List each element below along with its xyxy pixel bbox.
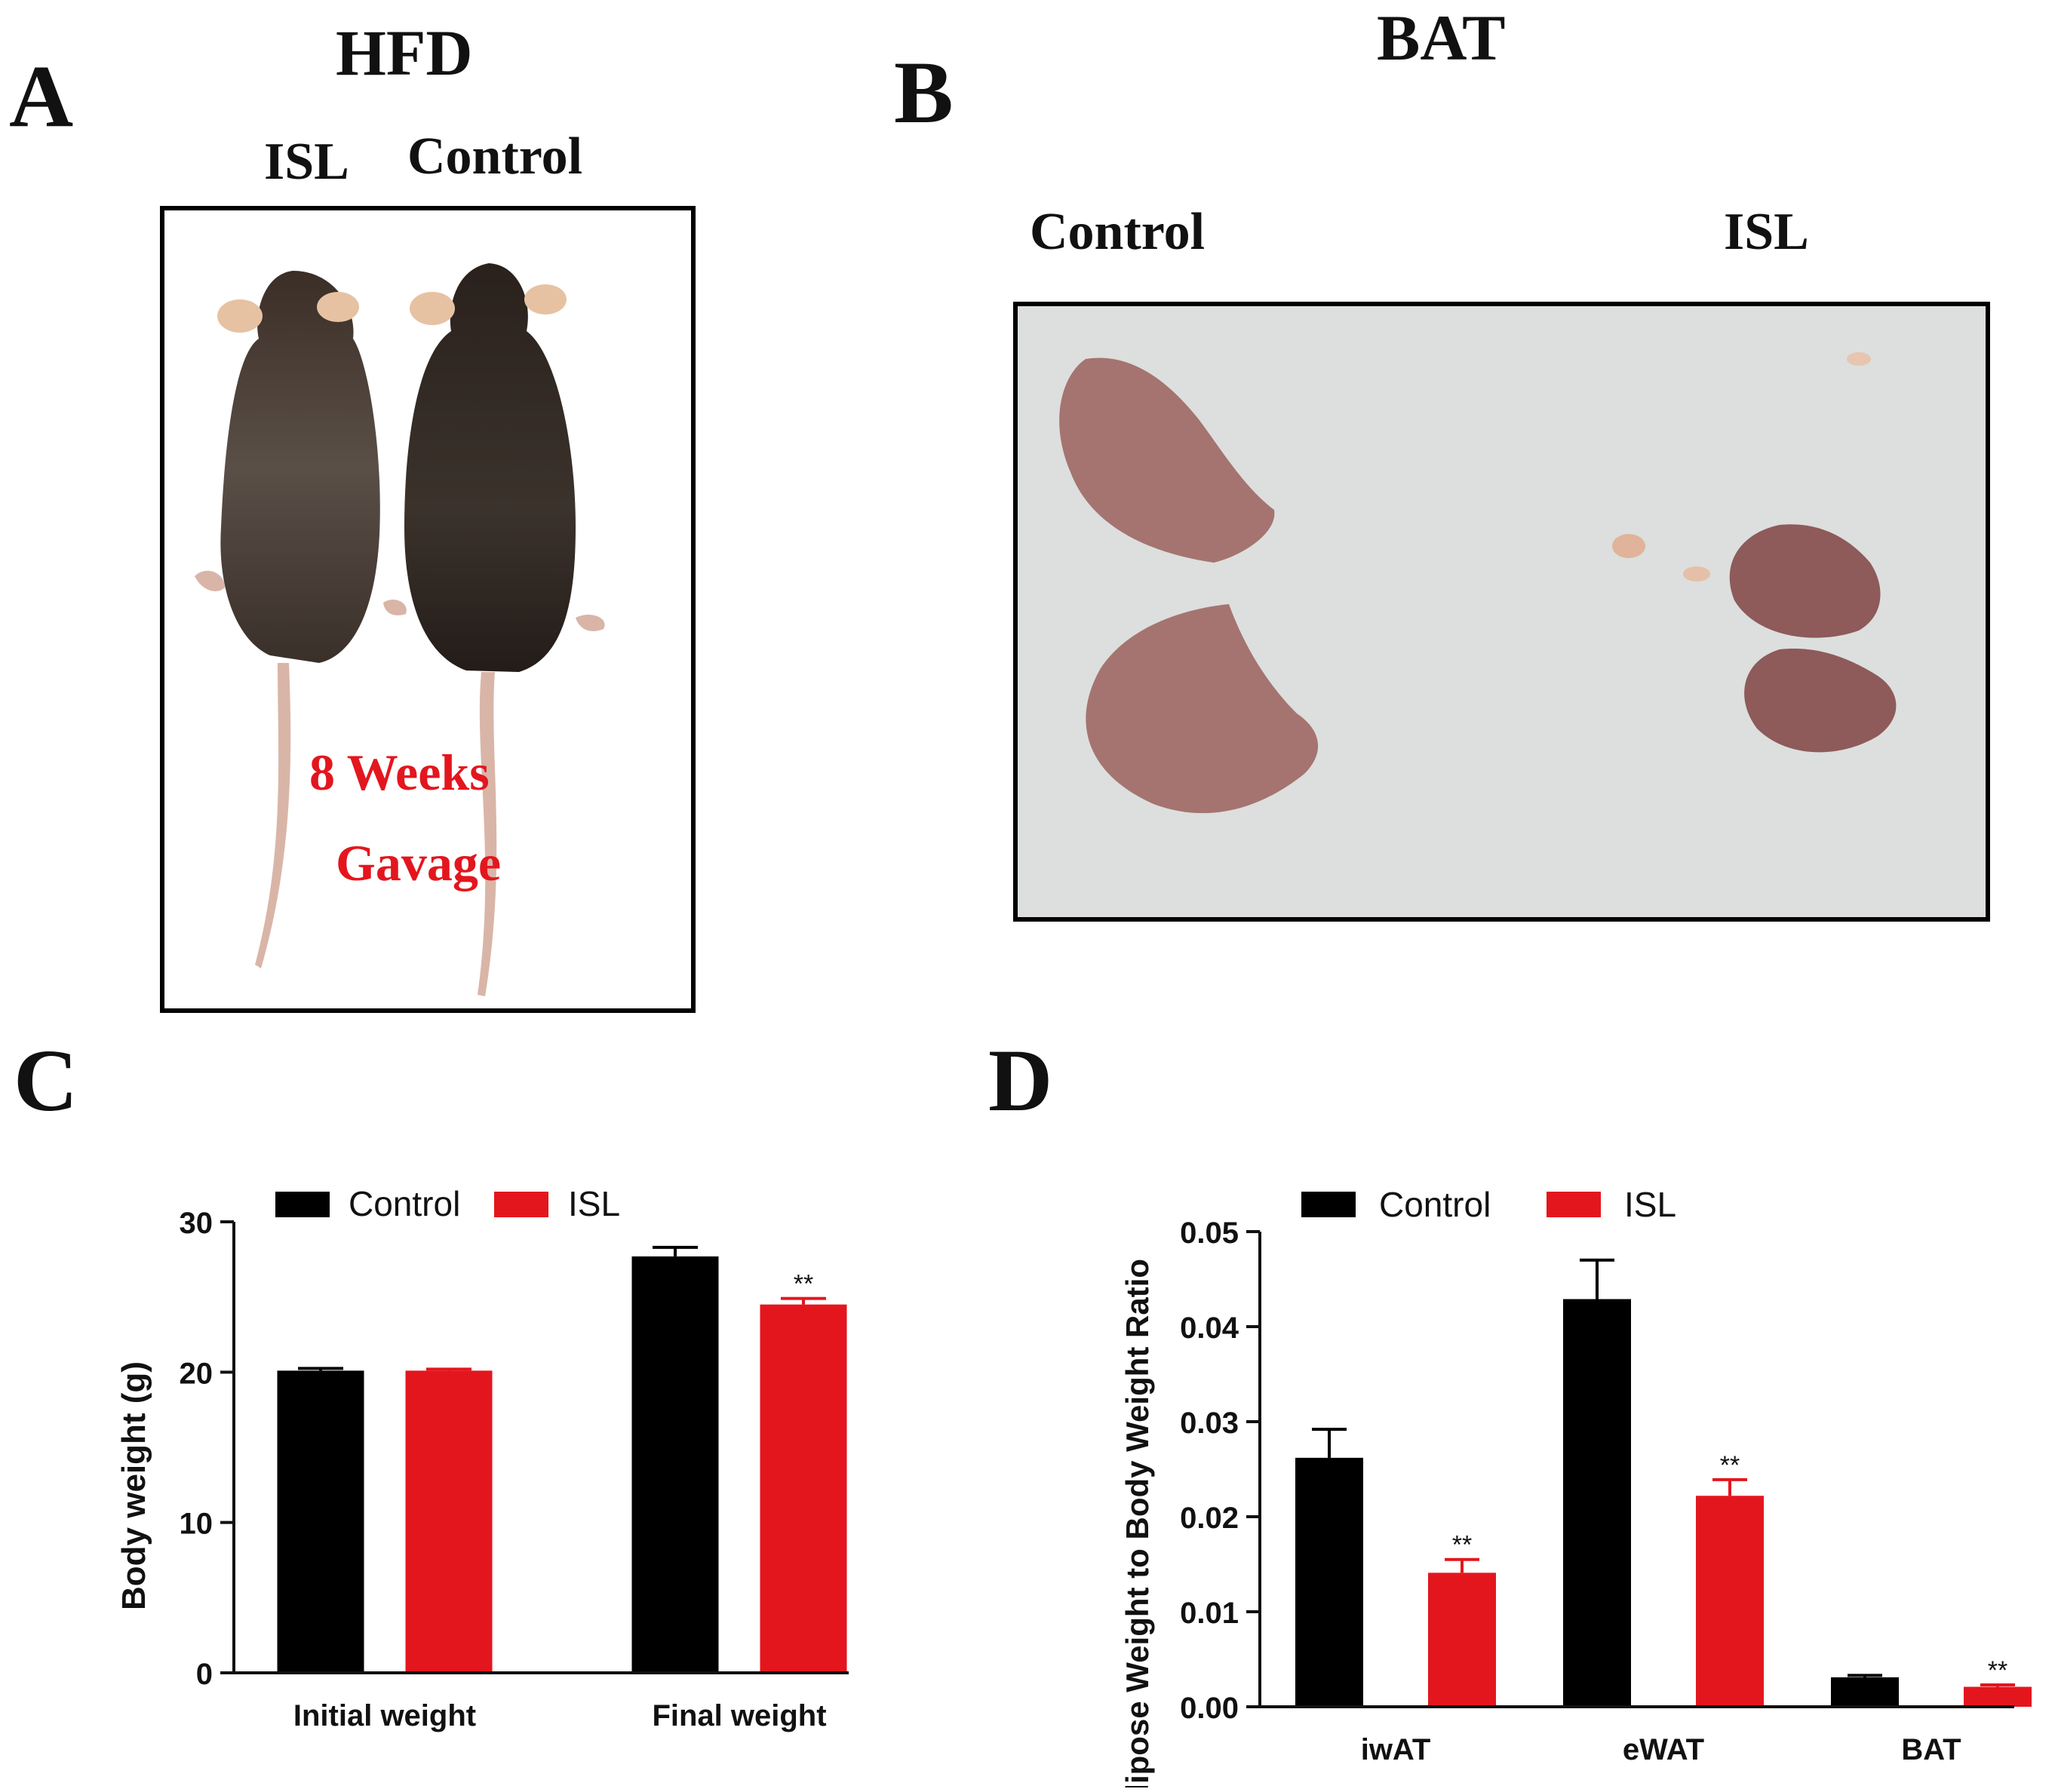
legend-swatch-isl — [1547, 1192, 1601, 1217]
panel-b-right-label: ISL — [1724, 203, 1809, 261]
legend-label-isl: ISL — [1624, 1185, 1676, 1224]
x-category-label: Initial weight — [293, 1699, 476, 1732]
bars: ** — [277, 1245, 847, 1673]
panel-b-title: BAT — [1377, 2, 1506, 74]
y-tick-label: 30 — [180, 1207, 213, 1240]
caption-line-2: Gavage — [336, 834, 502, 891]
legend-label-isl: ISL — [568, 1184, 620, 1223]
legend-swatch-control — [275, 1192, 330, 1217]
isl-tissue — [1729, 524, 1897, 753]
x-category-label: Final weight — [652, 1699, 826, 1732]
bat-tissue-illustration — [1018, 306, 1986, 917]
panel-a-title: HFD — [336, 17, 473, 89]
y-tick-label: 0.00 — [1180, 1692, 1239, 1725]
x-category-label: BAT — [1901, 1733, 1961, 1766]
y-tick-label: 0.02 — [1180, 1502, 1239, 1535]
legend-label-control: Control — [1379, 1185, 1491, 1224]
x-axis-labels: iwAT eWAT BAT — [1361, 1733, 1961, 1766]
legend-label-control: Control — [349, 1184, 460, 1223]
panel-a-left-label: ISL — [264, 133, 349, 191]
panel-b-left-label: Control — [1030, 203, 1206, 261]
panel-a-right-label: Control — [407, 127, 583, 186]
y-tick-label: 0.04 — [1180, 1312, 1239, 1345]
y-tick-label: 0.05 — [1180, 1217, 1239, 1250]
y-tick-label: 0 — [196, 1658, 213, 1691]
control-tissue — [1059, 357, 1319, 814]
isl-mouse — [195, 271, 407, 968]
bar-control-ewat — [1563, 1299, 1631, 1707]
caption-line-1: 8 Weeks — [309, 744, 490, 801]
bars: ** ** ** — [1295, 1258, 2032, 1707]
bar-control-bat — [1831, 1677, 1899, 1707]
legend: Control ISL — [1301, 1185, 1676, 1224]
y-tick-label: 10 — [180, 1508, 213, 1541]
adipose-ratio-chart: Control ISL Adipose Weight to Body Weigh… — [1120, 1185, 2032, 1787]
bar-isl-iwat — [1428, 1573, 1496, 1707]
y-tick-label: 0.01 — [1180, 1597, 1239, 1630]
bar-control-final-weight — [631, 1256, 719, 1673]
significance-marker: ** — [1988, 1656, 2007, 1685]
y-tick-label: 0.03 — [1180, 1407, 1239, 1440]
bar-control-initial-weight — [277, 1370, 364, 1673]
significance-marker: ** — [1720, 1451, 1740, 1480]
y-tick-label: 20 — [180, 1357, 213, 1390]
bar-isl-bat — [1964, 1686, 2032, 1707]
x-category-label: iwAT — [1361, 1733, 1431, 1766]
y-axis-label: Body weight (g) — [115, 1361, 152, 1610]
legend: Control ISL — [275, 1184, 620, 1223]
bat-photo — [1013, 302, 1990, 922]
significance-marker: ** — [1452, 1531, 1472, 1560]
bar-control-iwat — [1295, 1457, 1363, 1707]
mice-photo — [160, 206, 696, 1013]
bar-isl-ewat — [1696, 1496, 1764, 1707]
legend-swatch-control — [1301, 1192, 1356, 1217]
x-axis-labels: Initial weight Final weight — [293, 1699, 827, 1732]
panel-c-letter: C — [14, 1031, 78, 1130]
panel-a-letter: A — [9, 47, 74, 146]
legend-swatch-isl — [494, 1192, 548, 1217]
mice-illustration — [195, 263, 605, 996]
y-axis-label: Adipose Weight to Body Weight Ratio — [1120, 1259, 1155, 1787]
y-axis-ticks: 0.00 0.01 0.02 0.03 0.04 0.05 — [1180, 1217, 1260, 1725]
x-category-label: eWAT — [1623, 1733, 1704, 1766]
y-axis-ticks: 0 10 20 30 — [180, 1207, 234, 1691]
bar-isl-initial-weight — [405, 1370, 493, 1673]
panel-d-letter: D — [988, 1031, 1053, 1130]
control-mouse — [404, 263, 605, 996]
bar-isl-final-weight — [760, 1304, 847, 1673]
body-weight-chart: Control ISL Body weight (g) 0 10 20 30 ** I… — [115, 1184, 849, 1732]
significance-marker: ** — [794, 1270, 813, 1299]
panel-b-letter: B — [894, 43, 954, 142]
